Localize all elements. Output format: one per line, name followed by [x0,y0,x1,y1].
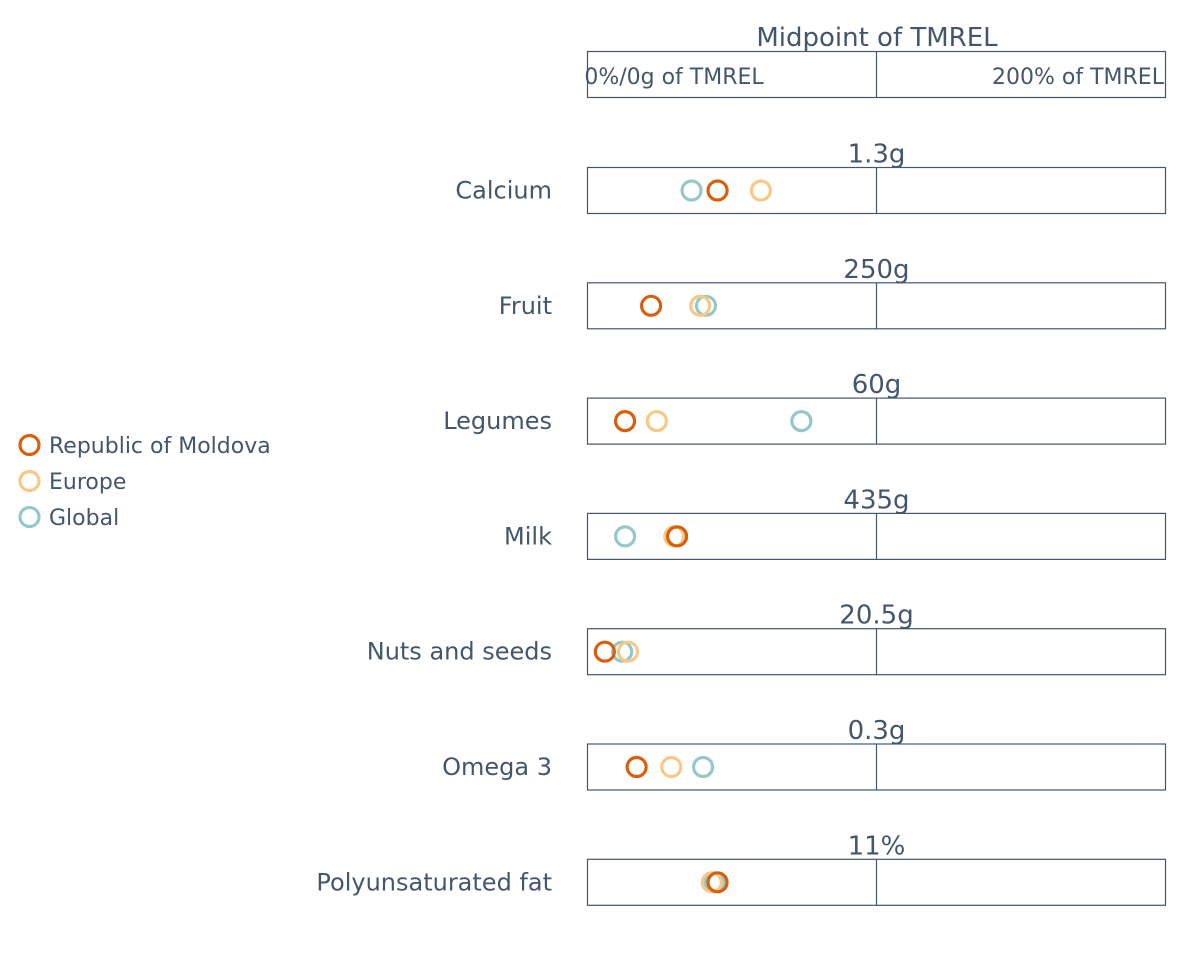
dot-republic-of-moldova [593,640,616,663]
midpoint-header-label: Midpoint of TMREL [756,23,998,53]
category-label: Nuts and seeds [367,638,552,666]
legend-item-republic-of-moldova: Republic of Moldova [18,433,271,459]
chart-rows: Calcium 1.3g Fruit 250g Legumes 60g Milk 435g Nu… [316,140,1167,906]
legend-marker [18,469,41,493]
category-label: Milk [504,522,552,550]
category-label: Omega 3 [442,753,552,781]
midpoint-value-label: 0.3g [848,716,906,746]
dot-europe [645,410,668,433]
midpoint-value-label: 250g [843,255,909,285]
midpoint-value-label: 20.5g [839,601,913,631]
dot-republic-of-moldova [706,871,729,894]
dot-europe [749,179,773,202]
midpoint-value-label: 1.3g [848,140,906,170]
scale-header: Midpoint of TMREL 0%/0g of TMREL 200% of… [584,23,1167,99]
category-label: Fruit [499,292,552,320]
dot-republic-of-moldova [706,179,729,202]
dot-global [611,640,634,663]
category-label: Polyunsaturated fat [316,868,552,896]
header-left-label: 0%/0g of TMREL [584,65,764,90]
legend-label: Global [49,506,119,531]
dot-global [691,755,715,779]
dot-global [613,525,637,548]
dot-global [790,410,813,433]
dot-europe [700,871,723,894]
midpoint-value-label: 11% [848,831,906,861]
legend-item-europe: Europe [18,469,126,495]
dot-global [680,179,703,202]
dot-global [694,294,718,317]
category-label: Calcium [455,177,552,205]
dot-republic-of-moldova [613,410,637,433]
dot-republic-of-moldova [665,525,689,548]
row-nuts-and-seeds: Nuts and seeds 20.5g [367,601,1167,676]
dot-europe [660,755,683,779]
row-milk: Milk 435g [504,485,1167,561]
midpoint-value-label: 60g [852,370,902,400]
legend-item-global: Global [18,505,119,531]
legend-marker [18,433,41,457]
dot-republic-of-moldova [625,755,648,779]
dot-republic-of-moldova [639,294,663,317]
row-calcium: Calcium 1.3g [455,140,1167,215]
dot-europe [689,294,712,317]
category-label: Legumes [443,407,552,435]
legend-marker [18,505,41,529]
legend-label: Republic of Moldova [49,434,271,459]
row-polyunsaturated-fat: Polyunsaturated fat 11% [316,831,1167,906]
row-omega-3: Omega 3 0.3g [442,716,1167,791]
legend-label: Europe [49,470,126,495]
header-right-label: 200% of TMREL [992,65,1165,90]
row-fruit: Fruit 250g [499,255,1167,330]
midpoint-value-label: 435g [843,485,909,515]
legend: Republic of Moldova Europe Global [18,433,271,531]
dot-europe [616,640,640,663]
row-legumes: Legumes 60g [443,370,1167,445]
